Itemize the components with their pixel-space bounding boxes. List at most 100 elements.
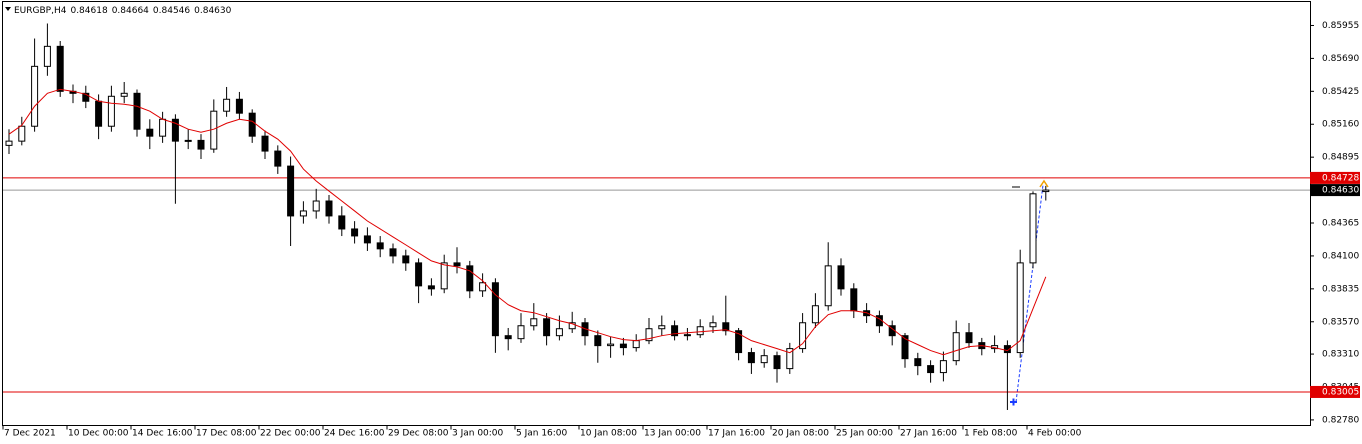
level-label: 0.84728 bbox=[1322, 173, 1359, 183]
candle-body bbox=[440, 262, 448, 290]
x-tick-label: 10 Dec 00:00 bbox=[68, 429, 129, 439]
y-tick-label: 0.82780 bbox=[1322, 415, 1359, 425]
x-tick-label: 14 Dec 16:00 bbox=[132, 429, 193, 439]
menu-arrow[interactable] bbox=[5, 7, 11, 11]
candle-body bbox=[786, 348, 794, 370]
x-tick-label: 24 Dec 16:00 bbox=[324, 429, 385, 439]
candle-body bbox=[402, 255, 410, 264]
candle-body bbox=[5, 140, 13, 146]
candle-body bbox=[1042, 189, 1050, 193]
candle-body bbox=[95, 100, 103, 127]
plot-frame bbox=[2, 1, 1311, 426]
candle-body bbox=[427, 285, 435, 290]
candle-body bbox=[415, 262, 423, 287]
x-tick-label: 7 Dec 2021 bbox=[4, 429, 56, 439]
y-tick-label: 0.85425 bbox=[1322, 87, 1359, 97]
y-tick-label: 0.85690 bbox=[1322, 54, 1359, 64]
candle-body bbox=[325, 200, 333, 217]
candle-body bbox=[389, 248, 397, 257]
candle-body bbox=[760, 355, 768, 364]
candle-body bbox=[338, 215, 346, 230]
candle-body bbox=[709, 322, 717, 328]
candle-body bbox=[914, 358, 922, 367]
candle-body bbox=[837, 265, 845, 290]
low-value: 0.84546 bbox=[153, 6, 190, 16]
candle-body bbox=[107, 95, 115, 127]
y-tick-label: 0.83310 bbox=[1322, 350, 1359, 360]
candle-body bbox=[146, 128, 154, 137]
candle-body bbox=[594, 335, 602, 347]
candle-body bbox=[453, 262, 461, 267]
x-tick-label: 1 Feb 08:00 bbox=[964, 429, 1018, 439]
candle-body bbox=[619, 343, 627, 349]
current-price-box bbox=[1310, 184, 1360, 197]
candle-body bbox=[658, 325, 666, 330]
symbol-header: EURGBP,H4 0.84618 0.84664 0.84546 0.84630 bbox=[14, 6, 232, 16]
candle-body bbox=[479, 282, 487, 292]
candle-body bbox=[722, 322, 730, 332]
symbol: EURGBP,H4 bbox=[14, 6, 67, 16]
candle-body bbox=[261, 135, 269, 152]
buy-marker bbox=[1010, 398, 1017, 406]
x-tick-label: 25 Jan 00:00 bbox=[836, 429, 893, 439]
high-value: 0.84664 bbox=[112, 6, 149, 16]
x-tick-label: 17 Jan 16:00 bbox=[708, 429, 765, 439]
candle-body bbox=[952, 332, 960, 362]
level-box bbox=[1310, 385, 1360, 398]
candle-body bbox=[824, 265, 832, 307]
candle-body bbox=[133, 92, 141, 130]
candle-body bbox=[299, 210, 307, 217]
candle-body bbox=[811, 305, 819, 324]
x-tick-label: 4 Feb 00:00 bbox=[1028, 429, 1082, 439]
candle-body bbox=[683, 334, 691, 337]
x-tick-label: 27 Jan 16:00 bbox=[900, 429, 957, 439]
candle-body bbox=[939, 360, 947, 374]
candle-body bbox=[1016, 262, 1024, 354]
open-value: 0.84618 bbox=[70, 6, 107, 16]
y-tick-label: 0.83570 bbox=[1322, 317, 1359, 327]
current-price-label: 0.84630 bbox=[1322, 186, 1359, 196]
candle-body bbox=[31, 65, 39, 127]
x-tick-label: 10 Jan 08:00 bbox=[580, 429, 637, 439]
candle-body bbox=[504, 335, 512, 340]
candle-body bbox=[82, 92, 90, 102]
x-tick-label: 17 Dec 08:00 bbox=[196, 429, 257, 439]
x-tick-label: 5 Jan 16:00 bbox=[516, 429, 568, 439]
candle-body bbox=[56, 45, 64, 92]
candle-body bbox=[530, 318, 538, 327]
candle-body bbox=[184, 139, 192, 142]
candle-body bbox=[312, 200, 320, 212]
candle-body bbox=[287, 165, 295, 217]
candle-body bbox=[965, 332, 973, 344]
candle-body bbox=[1029, 193, 1037, 264]
y-tick-label: 0.83835 bbox=[1322, 284, 1359, 294]
candle-body bbox=[43, 45, 51, 67]
sell-marker bbox=[1039, 179, 1049, 188]
x-tick-label: 13 Jan 00:00 bbox=[644, 429, 701, 439]
y-tick-label: 0.85160 bbox=[1322, 120, 1359, 130]
trend-line bbox=[1015, 184, 1044, 403]
candle-body bbox=[18, 125, 26, 142]
candle-body bbox=[491, 282, 499, 337]
candle-body bbox=[159, 118, 167, 137]
y-tick-label: 0.84365 bbox=[1322, 219, 1359, 229]
candle-body bbox=[645, 328, 653, 342]
candle-body bbox=[351, 228, 359, 237]
candle-body bbox=[850, 288, 858, 312]
candle-body bbox=[248, 112, 256, 137]
candle-body bbox=[363, 235, 371, 244]
ma-line bbox=[8, 88, 1047, 356]
candle-body bbox=[517, 325, 525, 340]
x-tick-label: 20 Jan 08:00 bbox=[772, 429, 829, 439]
y-tick-label: 0.85955 bbox=[1322, 21, 1359, 31]
candle-body bbox=[274, 150, 282, 167]
y-tick-label: 0.84895 bbox=[1322, 153, 1359, 163]
x-tick-label: 3 Jan 00:00 bbox=[452, 429, 504, 439]
candle-body bbox=[376, 242, 384, 250]
candle-body bbox=[773, 355, 781, 370]
level-box bbox=[1310, 171, 1360, 184]
candle-body bbox=[223, 98, 231, 112]
x-tick-label: 22 Dec 00:00 bbox=[260, 429, 321, 439]
candle-body bbox=[555, 328, 563, 337]
